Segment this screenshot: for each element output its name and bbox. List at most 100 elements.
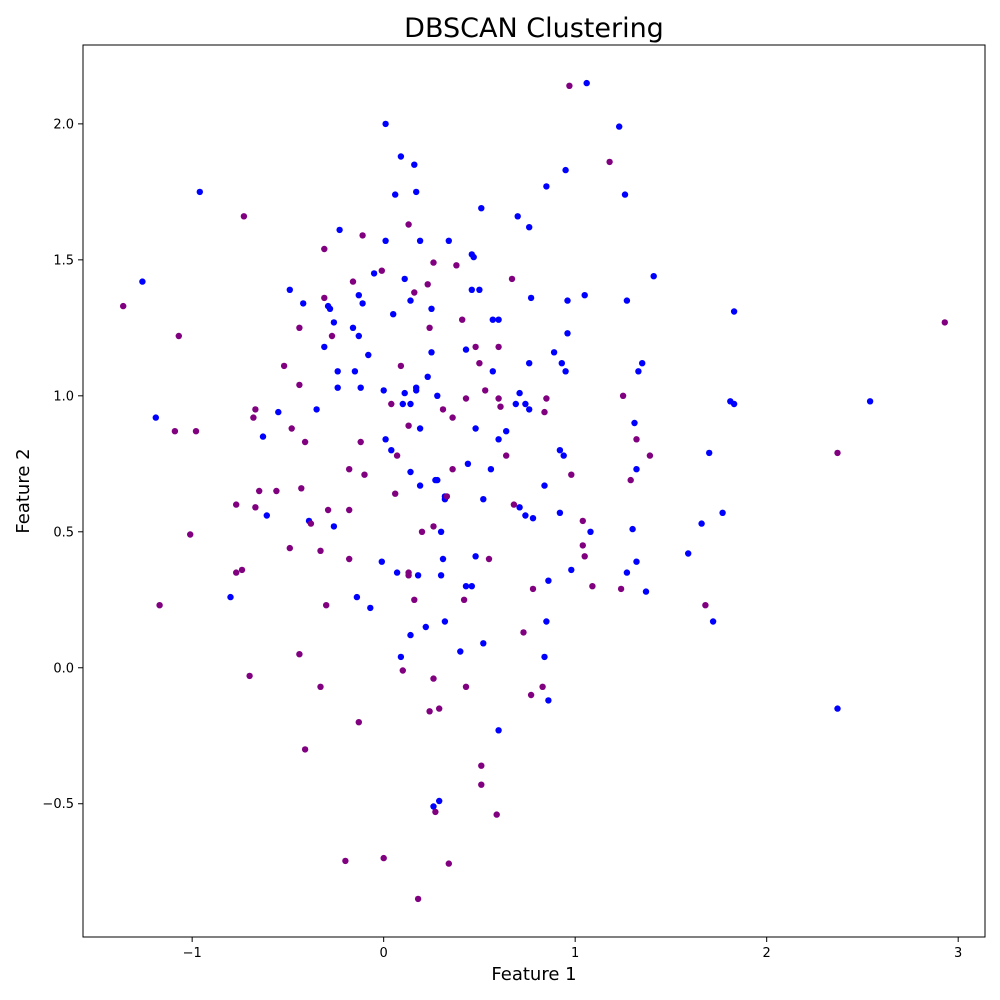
data-point bbox=[459, 316, 466, 323]
data-point bbox=[564, 330, 571, 337]
x-tick-label: 3 bbox=[954, 946, 962, 961]
data-point bbox=[476, 286, 483, 293]
data-point bbox=[317, 547, 324, 554]
data-point bbox=[445, 237, 452, 244]
data-point bbox=[437, 572, 445, 579]
data-point bbox=[392, 490, 399, 497]
data-point bbox=[478, 762, 485, 769]
data-point bbox=[650, 273, 657, 280]
data-point bbox=[445, 860, 452, 867]
data-point bbox=[709, 618, 717, 625]
data-point bbox=[426, 708, 433, 715]
data-point bbox=[568, 566, 575, 574]
data-point bbox=[462, 683, 470, 690]
data-point bbox=[330, 319, 338, 326]
data-point bbox=[336, 226, 343, 234]
data-point bbox=[263, 512, 270, 519]
data-point bbox=[407, 631, 414, 639]
data-point bbox=[581, 292, 588, 299]
data-point bbox=[323, 602, 330, 609]
data-point bbox=[288, 425, 295, 432]
data-point bbox=[388, 447, 395, 454]
data-point bbox=[407, 468, 414, 476]
data-point bbox=[730, 308, 738, 315]
data-point bbox=[439, 555, 447, 563]
data-point bbox=[397, 153, 405, 160]
data-point bbox=[187, 531, 194, 538]
data-point bbox=[527, 691, 535, 699]
data-point bbox=[275, 408, 282, 416]
data-point bbox=[639, 360, 646, 367]
data-point bbox=[633, 466, 640, 473]
data-point bbox=[430, 675, 437, 682]
data-point bbox=[378, 267, 385, 274]
data-point bbox=[541, 408, 548, 416]
data-point bbox=[380, 387, 387, 394]
data-point bbox=[834, 705, 841, 712]
data-point bbox=[527, 294, 535, 302]
data-point bbox=[616, 123, 623, 130]
data-point bbox=[545, 577, 552, 584]
data-point bbox=[401, 389, 408, 397]
data-point bbox=[328, 332, 336, 340]
data-point bbox=[397, 653, 405, 661]
x-axis-ticks: −1 0 1 2 3 bbox=[183, 937, 962, 961]
data-point bbox=[256, 487, 263, 495]
data-point bbox=[361, 471, 368, 478]
data-point bbox=[556, 447, 564, 454]
data-point bbox=[357, 384, 364, 391]
data-point bbox=[629, 525, 636, 533]
data-point bbox=[472, 425, 479, 432]
data-point bbox=[273, 487, 280, 495]
data-point bbox=[464, 460, 472, 467]
data-point bbox=[941, 319, 948, 326]
data-point bbox=[139, 278, 146, 285]
data-point bbox=[240, 213, 248, 220]
data-point bbox=[411, 596, 418, 603]
data-point bbox=[342, 857, 349, 865]
y-tick-label: −0.5 bbox=[42, 797, 74, 812]
data-point bbox=[330, 523, 338, 530]
data-point bbox=[413, 188, 420, 196]
data-point bbox=[321, 343, 328, 351]
data-point bbox=[430, 803, 437, 810]
data-point bbox=[460, 596, 468, 603]
data-point bbox=[562, 368, 569, 375]
data-point bbox=[334, 384, 341, 391]
data-point bbox=[407, 400, 414, 408]
data-point bbox=[443, 493, 451, 500]
data-point bbox=[233, 501, 240, 508]
data-point bbox=[453, 262, 460, 269]
data-point bbox=[468, 286, 475, 293]
data-point bbox=[550, 349, 558, 356]
data-point bbox=[355, 719, 362, 726]
data-point bbox=[476, 360, 483, 367]
data-point bbox=[522, 512, 529, 519]
data-point bbox=[233, 569, 240, 576]
data-point bbox=[520, 629, 527, 636]
data-point bbox=[380, 854, 387, 862]
data-point bbox=[346, 466, 353, 473]
data-point bbox=[313, 406, 320, 413]
y-tick-label: 2.0 bbox=[53, 117, 74, 132]
data-point bbox=[324, 506, 332, 514]
data-point bbox=[545, 697, 552, 704]
data-point bbox=[357, 438, 364, 446]
data-point bbox=[414, 572, 422, 579]
data-point bbox=[370, 270, 378, 277]
data-point bbox=[478, 205, 485, 212]
data-point bbox=[579, 542, 586, 549]
data-point bbox=[623, 569, 631, 576]
data-point bbox=[706, 449, 713, 457]
data-point bbox=[392, 191, 399, 198]
chart-title: DBSCAN Clustering bbox=[404, 13, 664, 44]
data-point bbox=[416, 482, 424, 489]
data-point bbox=[359, 300, 366, 307]
data-point bbox=[367, 604, 374, 612]
y-tick-label: 1.5 bbox=[53, 253, 74, 268]
data-point bbox=[480, 640, 487, 647]
data-point bbox=[606, 158, 613, 166]
data-point bbox=[382, 436, 389, 443]
data-point bbox=[441, 618, 449, 625]
data-point bbox=[436, 705, 443, 712]
